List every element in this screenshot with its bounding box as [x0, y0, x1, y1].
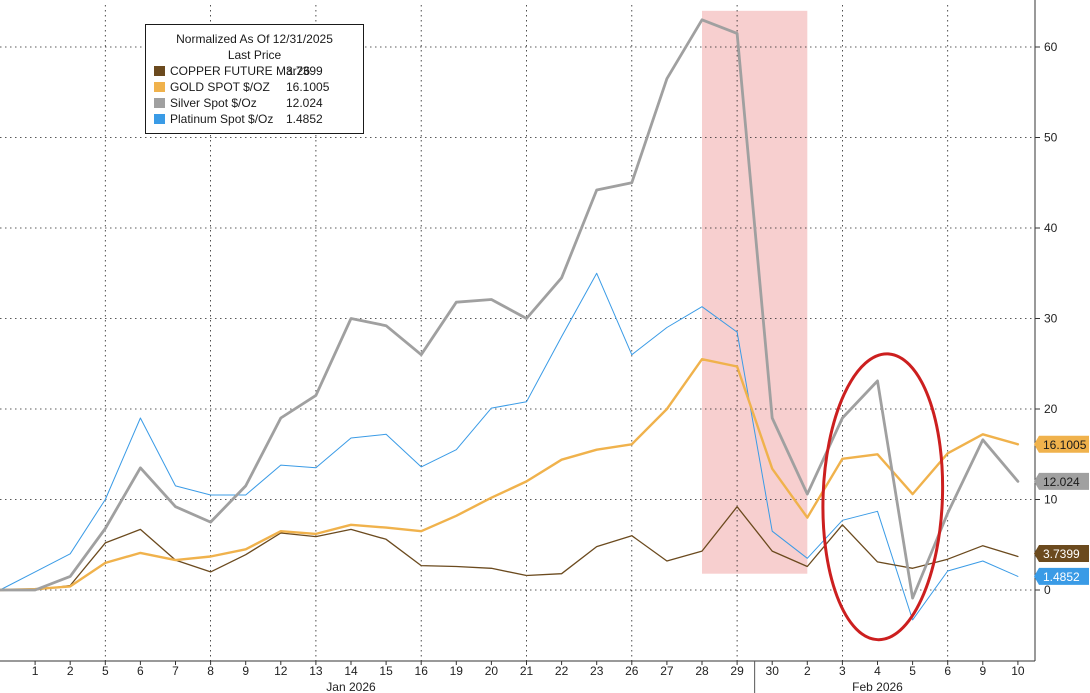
- series-line-platinum-spot-oz: [0, 272, 1019, 621]
- x-tick-label: 8: [207, 664, 214, 678]
- y-tick-label: 50: [1044, 131, 1058, 145]
- x-tick-label: 6: [944, 664, 951, 678]
- y-ticks: 0 10 20 30 40 50 60: [1035, 40, 1058, 597]
- value-tags: 16.1005 12.024 3.7399 1.4852: [1034, 435, 1089, 585]
- x-tick-label: 16: [415, 664, 429, 678]
- legend-swatch-gold: [154, 82, 165, 92]
- x-tick-label: 30: [766, 664, 780, 678]
- legend-name: COPPER FUTURE Mar26: [170, 64, 311, 78]
- series-line-copper-future-mar26: [0, 506, 1019, 591]
- value-tag-bg: [1034, 472, 1089, 490]
- x-tick-label: 27: [660, 664, 674, 678]
- x-tick-label: 22: [555, 664, 569, 678]
- month-label: Feb 2026: [852, 680, 903, 693]
- y-tick-label: 0: [1044, 583, 1051, 597]
- legend-row-gold: GOLD SPOT $/OZ 16.1005: [146, 79, 363, 95]
- legend-value: 1.4852: [286, 112, 323, 126]
- legend-swatch-copper: [154, 66, 165, 76]
- x-tick-label: 1: [32, 664, 39, 678]
- series-line-silver-spot-oz: [0, 18, 1020, 600]
- legend-row-silver: Silver Spot $/Oz 12.024: [146, 95, 363, 111]
- x-tick-label: 15: [379, 664, 393, 678]
- x-tick-label: 4: [874, 664, 881, 678]
- legend-swatch-silver: [154, 98, 165, 108]
- legend-name: GOLD SPOT $/OZ: [170, 80, 270, 94]
- value-tag-bg: [1034, 435, 1089, 453]
- series-line-gold-spot-oz: [0, 358, 1020, 592]
- x-tick-label: 20: [485, 664, 499, 678]
- value-tag-label: 3.7399: [1043, 547, 1080, 561]
- x-tick-label: 23: [590, 664, 604, 678]
- month-label: Jan 2026: [326, 680, 376, 693]
- x-tick-label: 9: [979, 664, 986, 678]
- red-ellipse-annotation: [821, 352, 945, 642]
- legend-value: 12.024: [286, 96, 323, 110]
- value-tag-bg: [1034, 567, 1089, 585]
- x-tick-label: 5: [909, 664, 916, 678]
- x-tick-label: 12: [274, 664, 288, 678]
- legend-row-platinum: Platinum Spot $/Oz 1.4852: [146, 111, 363, 127]
- x-tick-label: 6: [137, 664, 144, 678]
- legend-row-copper: COPPER FUTURE Mar26 3.7399: [146, 63, 363, 79]
- x-tick-label: 2: [67, 664, 74, 678]
- x-tick-label: 29: [730, 664, 744, 678]
- legend-name: Platinum Spot $/Oz: [170, 112, 274, 126]
- series: [0, 18, 1020, 621]
- x-tick-label: 26: [625, 664, 639, 678]
- value-tag-label: 12.024: [1043, 475, 1080, 489]
- y-tick-label: 40: [1044, 221, 1058, 235]
- x-ticks: 1 2 5 6 7 8 9 12 13 14 15 16 19 20 21 22 23 26 27 28 29 30 2 3 4…: [32, 661, 1025, 693]
- x-tick-label: 7: [172, 664, 179, 678]
- y-tick-label: 20: [1044, 402, 1058, 416]
- y-tick-label: 30: [1044, 312, 1058, 326]
- x-tick-label: 19: [450, 664, 464, 678]
- legend-title: Normalized As Of 12/31/2025: [176, 32, 333, 46]
- x-tick-label: 28: [695, 664, 709, 678]
- legend-swatch-platinum: [154, 114, 165, 124]
- value-tag-bg: [1034, 545, 1089, 563]
- x-tick-label: 10: [1011, 664, 1025, 678]
- value-tag-label: 16.1005: [1043, 438, 1087, 452]
- y-tick-label: 60: [1044, 40, 1058, 54]
- y-tick-label: 10: [1044, 493, 1058, 507]
- legend-subtitle: Last Price: [227, 48, 282, 62]
- legend-value: 16.1005: [286, 80, 330, 94]
- x-tick-label: 2: [804, 664, 811, 678]
- legend-value: 3.7399: [286, 64, 323, 78]
- x-tick-label: 5: [102, 664, 109, 678]
- x-tick-label: 13: [309, 664, 323, 678]
- x-tick-label: 9: [242, 664, 249, 678]
- highlight-band: [702, 10, 808, 574]
- legend: Normalized As Of 12/31/2025 Last Price C…: [145, 24, 364, 134]
- x-tick-label: 21: [520, 664, 534, 678]
- x-tick-label: 14: [344, 664, 358, 678]
- x-tick-label: 3: [839, 664, 846, 678]
- value-tag-label: 1.4852: [1043, 570, 1080, 584]
- legend-name: Silver Spot $/Oz: [170, 96, 257, 110]
